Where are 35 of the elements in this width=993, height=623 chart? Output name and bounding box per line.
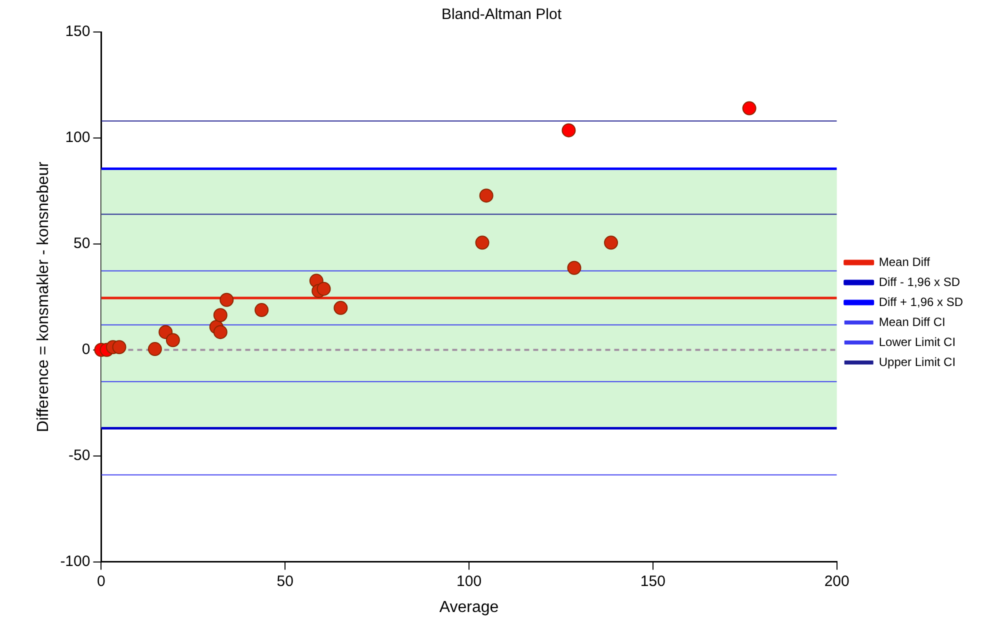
point (254, 303, 269, 318)
legend-label: Mean Diff (878, 254, 931, 269)
point (604, 236, 618, 250)
y-tick-label: 150 (65, 23, 90, 40)
point (479, 188, 494, 203)
y-axis-title: Difference = konsmakler - konsnebeur (35, 160, 52, 432)
point (148, 342, 162, 356)
legend-label: Upper Limit CI (878, 354, 956, 369)
point (562, 123, 576, 138)
point (316, 282, 331, 296)
point (475, 236, 490, 250)
point (334, 300, 348, 315)
point (220, 292, 234, 307)
x-axis-title: Average (439, 598, 499, 616)
point (112, 340, 126, 354)
point (213, 308, 228, 322)
legend-label: Mean Diff CI (878, 314, 946, 329)
legend-label: Diff + 1,96 x SD (878, 294, 964, 309)
point (742, 101, 756, 116)
y-tick-label: 50 (74, 235, 90, 252)
x-tick-label: 100 (456, 572, 482, 590)
point (567, 260, 582, 275)
legend-label: Lower Limit CI (878, 334, 956, 349)
y-tick-label: 100 (65, 129, 90, 146)
x-tick-label: 150 (640, 572, 666, 590)
x-tick-label: 200 (824, 572, 850, 590)
y-tick-label: 0 (82, 341, 90, 358)
y-tick-label: -50 (68, 446, 90, 464)
x-tick-label: 0 (97, 572, 106, 590)
legend-label: Diff - 1,96 x SD (878, 274, 960, 289)
point (166, 333, 180, 348)
chart-title: Bland-Altman Plot (441, 6, 562, 24)
x-tick-label: 50 (276, 572, 294, 590)
point (213, 325, 228, 340)
y-tick-label: -100 (60, 552, 90, 570)
